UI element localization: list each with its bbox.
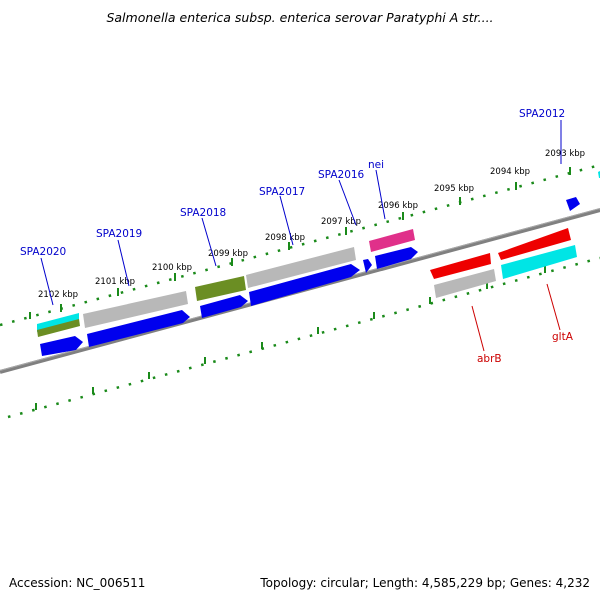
callout-spa2018 — [201, 217, 217, 267]
inner-feature-track — [40, 245, 577, 356]
tick-label-2094: 2094 kbp — [490, 167, 530, 177]
gray-feature — [83, 291, 188, 328]
olive-feature — [195, 276, 246, 301]
gray-feature — [434, 269, 496, 298]
gene-labels: SPA2012 SPA2016 nei SPA2017 SPA2018 SPA2… — [20, 108, 574, 365]
gene-label-nei: nei — [368, 159, 384, 171]
forward-cds — [249, 264, 360, 306]
gene-label-spa2019: SPA2019 — [96, 228, 142, 240]
olive-feature — [37, 319, 80, 337]
forward-cds — [566, 197, 580, 211]
gene-label-spa2012: SPA2012 — [519, 108, 565, 120]
tick-label-2102: 2102 kbp — [38, 290, 78, 300]
callout-gltA — [546, 283, 561, 331]
callout-abrB — [471, 305, 485, 352]
forward-cds — [40, 336, 83, 356]
tick-label-2097: 2097 kbp — [321, 217, 361, 227]
callout-nei — [375, 169, 386, 220]
topology-text: Topology: circular; Length: 4,585,229 bp… — [260, 576, 590, 590]
cyan-feature — [501, 245, 577, 279]
tick-labels: 2093 kbp 2094 kbp 2095 kbp 2096 kbp 2097… — [38, 149, 585, 300]
tick-label-2096: 2096 kbp — [378, 201, 418, 211]
gene-label-spa2016: SPA2016 — [318, 169, 365, 181]
tick-label-2093: 2093 kbp — [545, 149, 585, 159]
reverse-cds-gltA — [498, 228, 571, 260]
callout-spa2017 — [279, 195, 294, 246]
tick-label-2095: 2095 kbp — [434, 184, 474, 194]
gene-label-spa2020: SPA2020 — [20, 246, 66, 258]
forward-cds — [363, 259, 372, 273]
major-ticks — [29, 167, 571, 410]
gene-label-spa2018: SPA2018 — [180, 207, 226, 219]
forward-cds — [200, 295, 248, 318]
map-title: Salmonella enterica subsp. enterica sero… — [106, 10, 494, 25]
gene-label-spa2017: SPA2017 — [259, 186, 305, 198]
gene-callouts — [40, 120, 562, 352]
magenta-feature — [369, 229, 415, 252]
accession-text: Accession: NC_006511 — [9, 576, 146, 590]
gene-label-abrB: abrB — [477, 353, 502, 365]
tick-label-2098: 2098 kbp — [265, 233, 305, 243]
tick-label-2100: 2100 kbp — [152, 263, 192, 273]
forward-cds — [87, 310, 190, 347]
gray-feature — [246, 247, 356, 288]
callout-spa2016 — [338, 179, 357, 226]
outer-feature-track — [37, 171, 600, 337]
forward-cds — [375, 247, 418, 269]
reverse-cds-abrB-region — [430, 253, 491, 279]
callout-spa2020 — [40, 257, 54, 306]
gene-label-gltA: gltA — [552, 331, 574, 343]
callout-spa2019 — [117, 239, 130, 287]
tick-label-2099: 2099 kbp — [208, 249, 248, 259]
tick-label-2101: 2101 kbp — [95, 277, 135, 287]
inner-scale-track — [7, 256, 600, 419]
